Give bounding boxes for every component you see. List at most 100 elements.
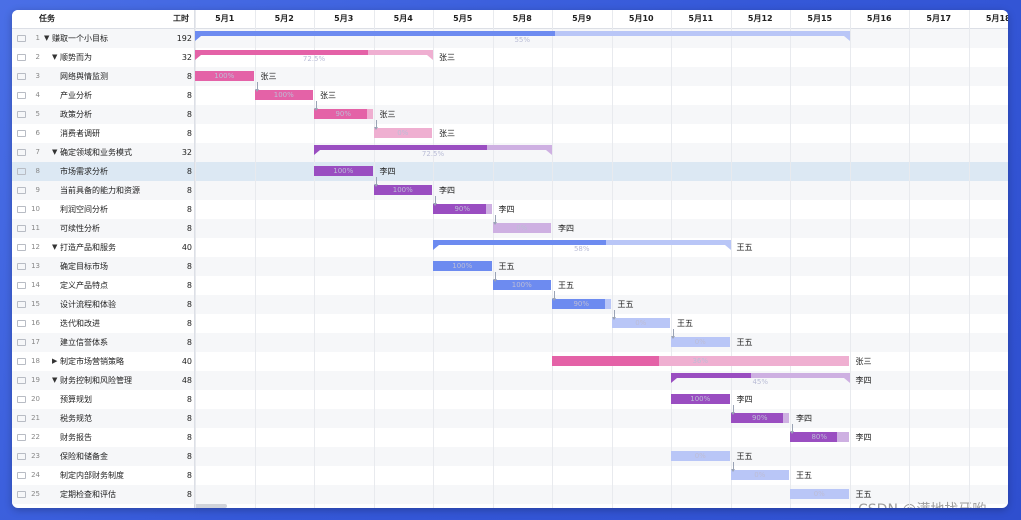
task-bar[interactable]: 100%	[433, 261, 492, 271]
comment-icon[interactable]	[17, 263, 26, 270]
comment-icon[interactable]	[17, 472, 26, 479]
task-bar-progress	[314, 109, 367, 119]
comment-icon[interactable]	[17, 92, 26, 99]
horizontal-scrollbar[interactable]	[194, 504, 227, 508]
comment-icon[interactable]	[17, 358, 26, 365]
task-row[interactable]: 5 政策分析 8	[12, 105, 1008, 124]
resource-label: 李四	[796, 414, 812, 423]
collapse-icon[interactable]: ▼	[44, 34, 50, 42]
group-bar[interactable]: 72.5%	[195, 50, 433, 63]
comment-icon[interactable]	[17, 225, 26, 232]
task-row[interactable]: 12 ▼ 打造产品和服务 40	[12, 238, 1008, 257]
gantt-chart: 任务 工时 5月1 5月2 5月3 5月4 5月5 5月8 5月9 5月10 5月11 5月12 5…	[12, 10, 1008, 508]
task-bar[interactable]: 80%	[790, 432, 849, 442]
comment-icon[interactable]	[17, 35, 26, 42]
comment-icon[interactable]	[17, 130, 26, 137]
task-bar[interactable]: 0%	[492, 223, 551, 233]
task-row[interactable]: 22 财务报告 8	[12, 428, 1008, 447]
comment-icon[interactable]	[17, 453, 26, 460]
task-bar[interactable]: 0%	[671, 451, 730, 461]
task-bar[interactable]: 0%	[611, 318, 670, 328]
task-bar[interactable]: 0%	[671, 337, 730, 347]
task-bar[interactable]: 100%	[373, 185, 432, 195]
task-bar[interactable]: 36%	[552, 356, 849, 366]
task-row[interactable]: 16 迭代和改进 8	[12, 314, 1008, 333]
resource-label: 张三	[379, 110, 396, 119]
task-name: 市场需求分析	[60, 167, 108, 176]
hours-column-header[interactable]: 工时	[173, 14, 189, 23]
task-row[interactable]: 9 当前具备的能力和资源 8	[12, 181, 1008, 200]
task-bar[interactable]: 100%	[314, 166, 373, 176]
task-row[interactable]: 10 利润空间分析 8	[12, 200, 1008, 219]
task-bar-percent: 0%	[635, 319, 647, 327]
task-column-header[interactable]: 任务	[39, 14, 55, 23]
comment-icon[interactable]	[17, 339, 26, 346]
collapse-icon[interactable]: ▼	[52, 148, 58, 156]
task-row[interactable]: 8 市场需求分析 8	[12, 162, 1008, 181]
task-bar[interactable]: 90%	[730, 413, 789, 423]
task-row[interactable]: 18 ▶ 制定市场营销策略 40	[12, 352, 1008, 371]
task-hours: 8	[186, 91, 192, 100]
comment-icon[interactable]	[17, 168, 26, 175]
task-row[interactable]: 14 定义产品特点 8	[12, 276, 1008, 295]
comment-icon[interactable]	[17, 491, 26, 498]
comment-icon[interactable]	[17, 377, 26, 384]
comment-icon[interactable]	[17, 282, 26, 289]
comment-icon[interactable]	[17, 320, 26, 327]
group-bar[interactable]: 45%	[671, 373, 850, 386]
task-row[interactable]: 23 保险和储备金 8	[12, 447, 1008, 466]
task-bar-percent: 80%	[811, 433, 828, 441]
task-row[interactable]: 15 设计流程和体验 8	[12, 295, 1008, 314]
task-row[interactable]: 4 产业分析 8	[12, 86, 1008, 105]
task-bar[interactable]: 90%	[433, 204, 492, 214]
day-gridline	[849, 10, 851, 508]
task-bar[interactable]: 90%	[314, 109, 373, 119]
group-bar[interactable]: 58%	[433, 240, 731, 253]
task-row[interactable]: 24 制定内部财务制度 8	[12, 466, 1008, 485]
task-bar[interactable]: 100%	[195, 71, 254, 81]
grid-divider[interactable]	[194, 10, 195, 508]
dependency-arrow	[433, 196, 437, 206]
resource-label: 张三	[439, 129, 455, 138]
comment-icon[interactable]	[17, 434, 26, 441]
task-row[interactable]: 3 网络舆情监测 8	[12, 67, 1008, 86]
task-row[interactable]: 20 预算规划 8	[12, 390, 1008, 409]
task-bar[interactable]: 0%	[730, 470, 789, 480]
comment-icon[interactable]	[17, 206, 26, 213]
comment-icon[interactable]	[17, 187, 26, 194]
task-row[interactable]: 6 消费者调研 8	[12, 124, 1008, 143]
group-bar-percent: 55%	[514, 36, 531, 44]
group-bar-percent: 72.5%	[421, 150, 445, 158]
comment-icon[interactable]	[17, 73, 26, 80]
comment-icon[interactable]	[17, 54, 26, 61]
task-bar[interactable]: 0%	[790, 489, 849, 499]
collapse-icon[interactable]: ▼	[52, 243, 58, 251]
task-bar[interactable]: 100%	[492, 280, 551, 290]
group-bar[interactable]: 55%	[195, 31, 850, 44]
task-bar[interactable]: 100%	[254, 90, 313, 100]
comment-icon[interactable]	[17, 111, 26, 118]
row-number: 25	[31, 490, 40, 498]
comment-icon[interactable]	[17, 415, 26, 422]
comment-icon[interactable]	[17, 149, 26, 156]
task-bar[interactable]: 90%	[552, 299, 611, 309]
row-number: 18	[31, 357, 40, 365]
group-bar-progress	[195, 31, 555, 36]
task-row[interactable]: 7 ▼ 确定领域和业务模式 32	[12, 143, 1008, 162]
comment-icon[interactable]	[17, 301, 26, 308]
task-bar[interactable]: 100%	[671, 394, 730, 404]
task-bar-progress	[552, 299, 605, 309]
comment-icon[interactable]	[17, 244, 26, 251]
task-row[interactable]: 13 确定目标市场 8	[12, 257, 1008, 276]
task-row[interactable]: 21 税务规范 8	[12, 409, 1008, 428]
task-row[interactable]: 2 ▼ 顺势而为 32	[12, 48, 1008, 67]
group-bar[interactable]: 72.5%	[314, 145, 552, 158]
day-header: 5月4	[393, 14, 413, 23]
expand-icon[interactable]: ▶	[52, 357, 58, 365]
task-row[interactable]: 25 定期检查和评估 8	[12, 485, 1008, 504]
collapse-icon[interactable]: ▼	[52, 53, 58, 61]
task-bar[interactable]: 0%	[373, 128, 432, 138]
comment-icon[interactable]	[17, 396, 26, 403]
collapse-icon[interactable]: ▼	[52, 376, 58, 384]
task-row[interactable]: 17 建立信誉体系 8	[12, 333, 1008, 352]
